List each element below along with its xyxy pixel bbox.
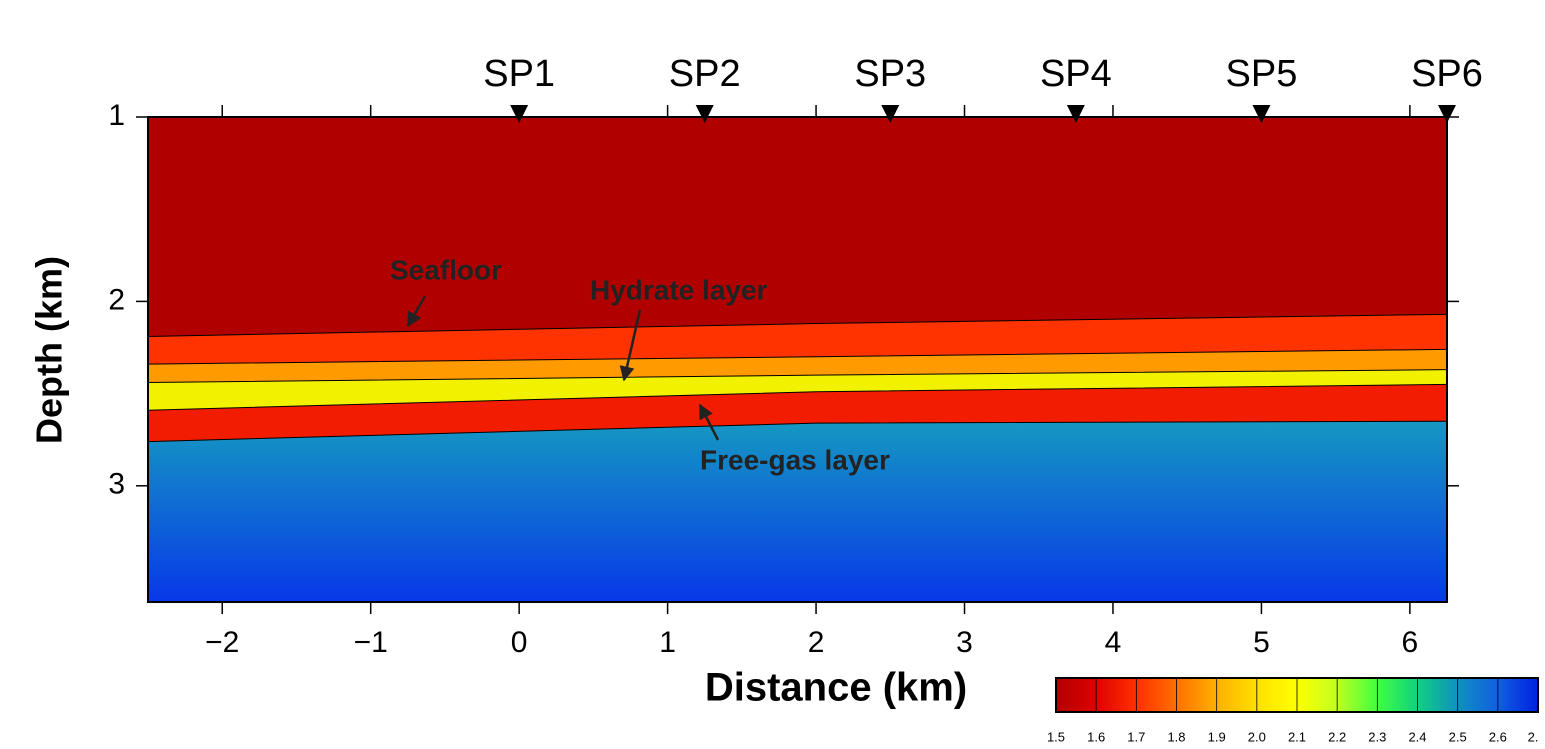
x-tick-label: −1 [354,626,388,659]
layer [148,384,1447,442]
shot-point [510,105,529,123]
x-tick-label: 0 [511,626,528,659]
boundary-line [147,383,1448,411]
x-tick-label: 4 [1105,626,1122,659]
layer [148,349,1447,383]
x-axis-title: Distance (km) [705,666,967,710]
x-tick-label: 1 [659,626,676,659]
y-axis-title: Depth (km) [29,256,70,444]
frame [147,116,1448,603]
x-tick-label: 2 [808,626,825,659]
colorbar-label: 1.8 [1167,729,1185,744]
x-tick-label: −2 [205,626,239,659]
colorbar-label: 2.6 [1489,729,1507,744]
shot-point [1252,105,1271,123]
plot-area [147,117,1448,602]
annotation: Free-gas layer [700,444,890,475]
shot-label: SP1 [483,53,555,95]
boundary-line [147,313,1448,337]
annotation: Seafloor [390,254,502,285]
colorbar-label: 1.6 [1087,729,1105,744]
layer [148,314,1447,365]
boundary-line [147,420,1448,443]
boundary-line [147,369,1448,384]
colorbar-label: 1.9 [1208,729,1226,744]
colorbar-label: 2.2 [1328,729,1346,744]
x-tick-label: 5 [1253,626,1270,659]
layer [148,369,1447,411]
shot-label: SP5 [1226,53,1298,95]
annotation: Hydrate layer [590,274,768,305]
shot-point [695,105,714,123]
shot-point [1438,105,1456,123]
colorbar-label: 2.4 [1408,729,1426,744]
basement [148,421,1447,602]
shot-label: SP3 [854,53,926,95]
colorbar-label: 2.0 [1248,729,1266,744]
shot-point [1066,105,1085,123]
arrow [619,309,642,382]
colorbar-label: 2.5 [1449,729,1467,744]
colorbar-label: 2.3 [1368,729,1386,744]
layer [148,117,1447,337]
y-tick-label: 2 [108,283,125,316]
y-tick-label: 3 [108,468,125,501]
colorbar-label: 2. [1528,729,1539,744]
shot-label: SP4 [1040,53,1112,95]
y-tick-label: 1 [108,99,125,132]
x-tick-label: 6 [1402,626,1419,659]
shot-label: SP6 [1411,53,1483,95]
shot-point [881,105,900,123]
arrow [406,295,427,328]
colorbar-label: 1.5 [1047,729,1065,744]
shot-label: SP2 [669,53,741,95]
arrow [698,403,720,441]
x-tick-label: 3 [956,626,973,659]
boundary-line [147,348,1448,365]
colorbar-label: 1.7 [1127,729,1145,744]
colorbar-label: 2.1 [1288,729,1306,744]
